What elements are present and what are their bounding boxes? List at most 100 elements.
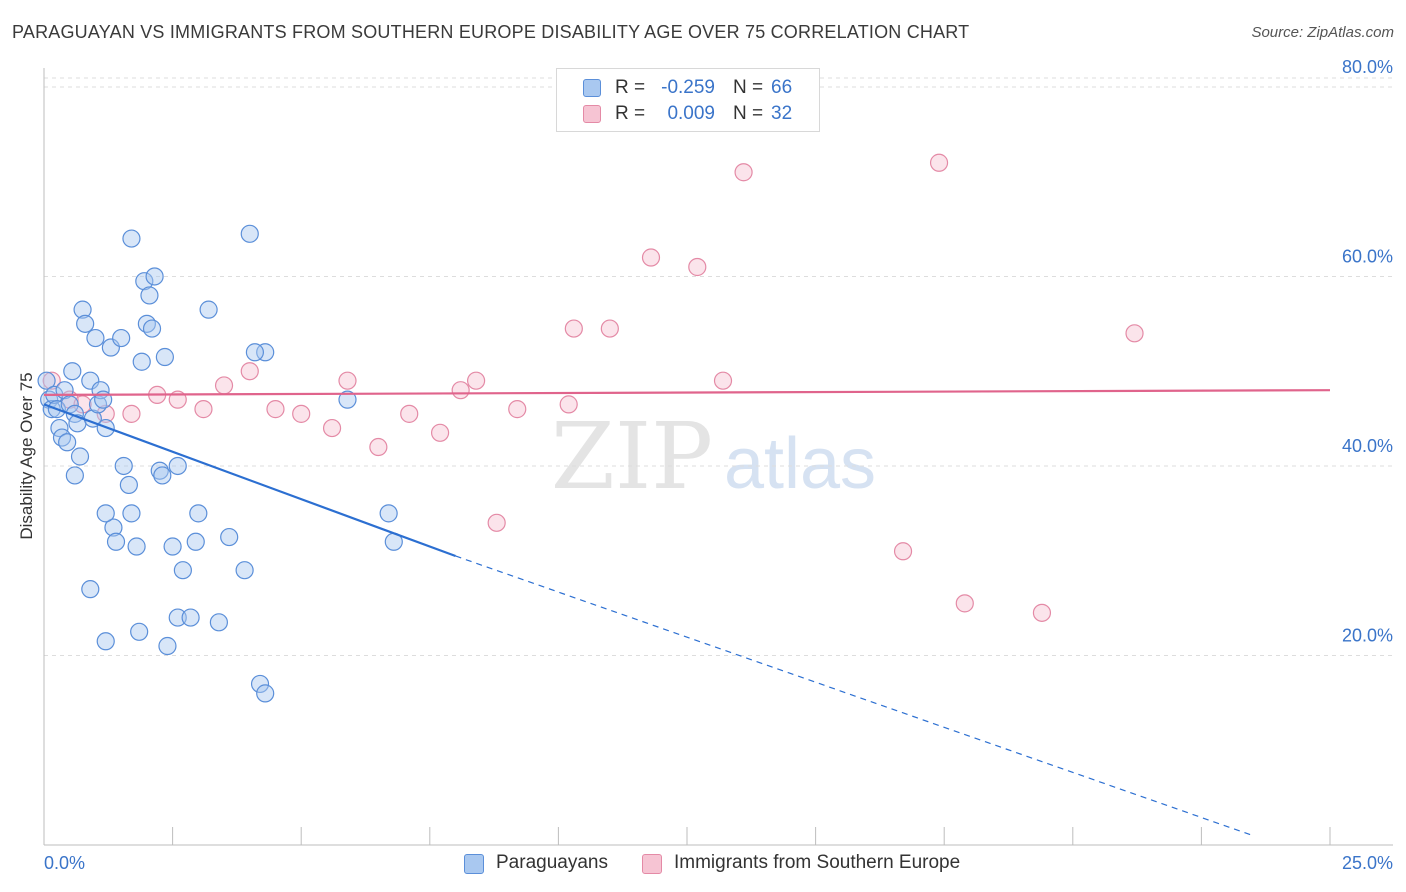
data-point-paraguayans [114, 456, 133, 476]
series-legend: Paraguayans Immigrants from Southern Eur… [0, 852, 1406, 878]
data-point-southern-europe [688, 257, 707, 277]
data-point-paraguayans [153, 466, 172, 485]
chart-title: PARAGUAYAN VS IMMIGRANTS FROM SOUTHERN E… [12, 22, 970, 42]
trendline-paraguayans [43, 403, 456, 558]
data-point-southern-europe [955, 594, 974, 613]
data-point-southern-europe [214, 376, 234, 395]
legend-n-value: 66 [771, 77, 793, 98]
data-point-southern-europe [400, 404, 419, 423]
trendlines [43, 389, 1331, 837]
data-point-paraguayans [65, 466, 84, 485]
data-point-southern-europe [1125, 324, 1144, 343]
correlation-legend: R = -0.259 N = 66 R = 0.009 N = 32 [556, 68, 820, 132]
data-point-southern-europe [734, 163, 753, 182]
x-ticks [172, 827, 1331, 845]
x-tick-labels: 0.0% 25.0% [44, 853, 1393, 873]
data-point-southern-europe [240, 362, 259, 381]
axes [43, 68, 1393, 846]
legend-label: Paraguayans [496, 852, 608, 873]
data-point-paraguayans [235, 561, 254, 580]
data-point-paraguayans [256, 684, 275, 703]
legend-r-value: 0.009 [667, 103, 715, 124]
data-point-paraguayans [63, 362, 82, 381]
y-tick-label: 60.0% [1342, 246, 1393, 266]
watermark-zip: ZIP [551, 403, 713, 510]
data-point-southern-europe [929, 153, 949, 172]
data-point-southern-europe [641, 248, 661, 267]
data-point-paraguayans [127, 537, 146, 556]
data-point-southern-europe [487, 513, 506, 532]
trendline-southern-europe [43, 389, 1331, 397]
data-point-southern-europe [564, 319, 583, 338]
data-point-paraguayans [37, 371, 56, 390]
data-point-southern-europe [338, 371, 357, 390]
data-point-southern-europe [713, 371, 733, 390]
data-point-southern-europe [1032, 603, 1052, 622]
y-tick-labels: 20.0% 40.0% 60.0% 80.0% [1342, 57, 1393, 646]
legend-n-label: N = [733, 77, 764, 98]
data-point-southern-europe [194, 400, 213, 419]
legend-swatch-pink [642, 854, 662, 874]
y-tick-label: 80.0% [1342, 57, 1393, 77]
data-point-paraguayans [189, 504, 208, 523]
data-point-paraguayans [135, 272, 154, 291]
legend-n-value: 32 [771, 103, 793, 124]
data-point-paraguayans [158, 636, 177, 656]
series-blue-points [37, 224, 403, 703]
data-point-paraguayans [142, 319, 162, 338]
legend-r-value: -0.259 [661, 77, 715, 98]
data-point-paraguayans [173, 561, 192, 580]
data-point-southern-europe [42, 371, 61, 390]
legend-swatch-blue [464, 854, 484, 874]
data-point-southern-europe [369, 437, 388, 457]
data-point-paraguayans [199, 300, 218, 319]
y-tick-label: 40.0% [1342, 436, 1393, 456]
data-point-paraguayans [181, 608, 200, 627]
data-point-southern-europe [451, 381, 470, 400]
data-point-paraguayans [86, 328, 105, 348]
data-point-southern-europe [266, 400, 285, 419]
data-point-paraguayans [106, 532, 126, 551]
data-point-southern-europe [430, 423, 450, 442]
legend-swatch-pink [583, 105, 601, 123]
x-tick-label: 0.0% [44, 853, 85, 873]
data-point-paraguayans [145, 267, 164, 286]
data-point-paraguayans [81, 580, 100, 599]
data-point-paraguayans [163, 537, 182, 556]
data-point-southern-europe [466, 371, 486, 390]
data-point-paraguayans [250, 674, 270, 694]
y-axis-label: Disability Age Over 75 [17, 372, 36, 539]
data-point-paraguayans [96, 504, 115, 523]
data-point-paraguayans [73, 300, 92, 319]
data-point-paraguayans [76, 314, 95, 333]
legend-label: Immigrants from Southern Europe [674, 852, 961, 873]
data-point-paraguayans [168, 456, 187, 476]
data-point-paraguayans [122, 229, 141, 248]
data-point-paraguayans [150, 461, 169, 480]
data-point-paraguayans [96, 632, 115, 651]
data-point-paraguayans [186, 532, 205, 551]
data-point-paraguayans [122, 504, 141, 523]
x-tick-label: 25.0% [1342, 853, 1393, 873]
data-point-paraguayans [245, 343, 265, 362]
data-point-paraguayans [132, 352, 151, 371]
data-point-paraguayans [104, 518, 123, 537]
data-point-paraguayans [130, 622, 149, 641]
data-point-paraguayans [168, 608, 187, 627]
data-point-southern-europe [322, 418, 342, 438]
data-point-paraguayans [256, 343, 275, 362]
data-point-paraguayans [209, 613, 228, 632]
data-point-paraguayans [240, 224, 259, 243]
watermark-atlas: atlas [724, 424, 876, 504]
data-point-southern-europe [508, 400, 527, 419]
data-point-southern-europe [73, 395, 92, 414]
legend-r-label: R = [615, 103, 646, 124]
data-point-paraguayans [112, 328, 131, 348]
legend-r-label: R = [615, 77, 646, 98]
y-tick-label: 20.0% [1342, 625, 1393, 645]
source-label: Source: ZipAtlas.com [1251, 24, 1394, 41]
data-point-paraguayans [140, 286, 159, 305]
legend-swatch-blue [583, 79, 601, 97]
data-point-paraguayans [119, 475, 138, 495]
